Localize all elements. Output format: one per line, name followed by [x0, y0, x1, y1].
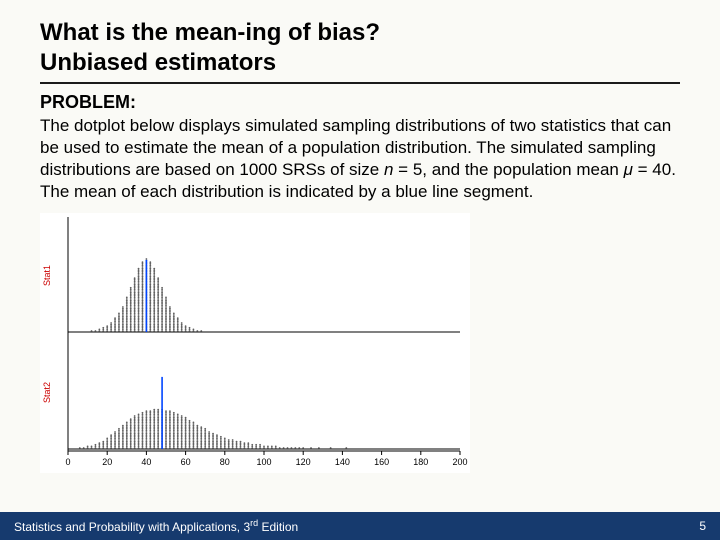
svg-text:Stat1: Stat1: [42, 265, 52, 286]
page-number: 5: [699, 519, 706, 533]
problem-label: PROBLEM:: [40, 92, 680, 113]
svg-text:Stat2: Stat2: [42, 382, 52, 403]
svg-text:80: 80: [220, 457, 230, 467]
title-line-2: Unbiased estimators: [40, 48, 680, 78]
svg-text:40: 40: [141, 457, 151, 467]
footer-text: Statistics and Probability with Applicat…: [14, 518, 298, 534]
problem-body: The dotplot below displays simulated sam…: [40, 115, 680, 203]
chart-svg: Stat1 Stat2 0 20 40 60 80 100 120 140 160 180 200: [40, 213, 470, 473]
svg-text:20: 20: [102, 457, 112, 467]
svg-text:0: 0: [65, 457, 70, 467]
svg-text:200: 200: [452, 457, 467, 467]
svg-text:100: 100: [256, 457, 271, 467]
svg-text:160: 160: [374, 457, 389, 467]
svg-text:60: 60: [181, 457, 191, 467]
footer-bar: Statistics and Probability with Applicat…: [0, 512, 720, 540]
svg-text:120: 120: [296, 457, 311, 467]
svg-text:180: 180: [413, 457, 428, 467]
title-block: What is the mean-ing of bias? Unbiased e…: [40, 18, 680, 84]
dotplot-chart: Stat1 Stat2 0 20 40 60 80 100 120 140 160 180 200: [40, 213, 470, 473]
svg-text:140: 140: [335, 457, 350, 467]
title-line-1: What is the mean-ing of bias?: [40, 18, 680, 48]
